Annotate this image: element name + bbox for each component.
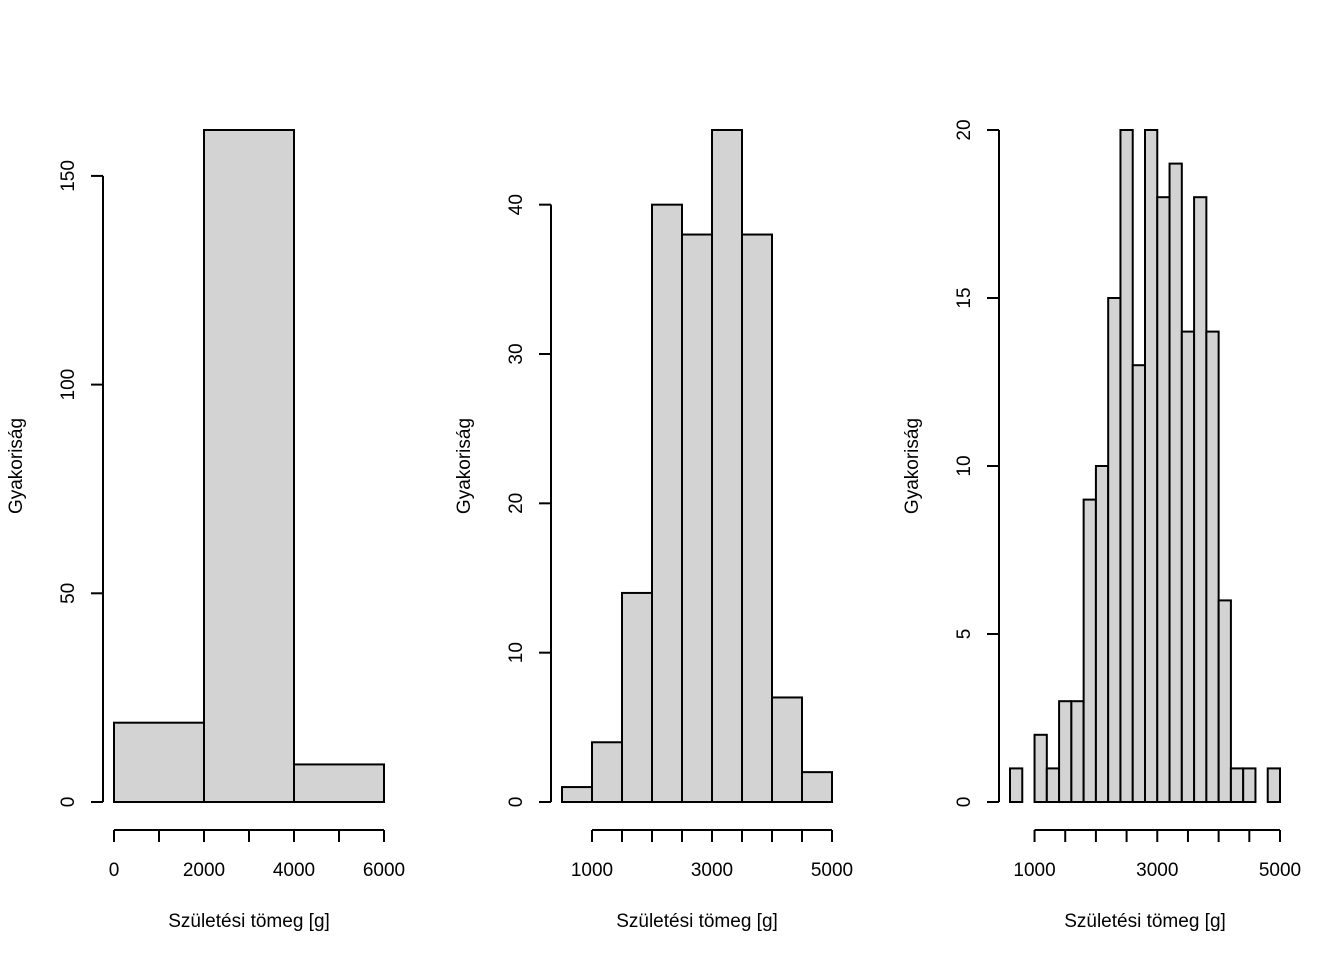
histogram-bar	[1107, 297, 1122, 803]
histogram-bar	[771, 696, 803, 804]
y-tick-label: 10	[506, 642, 527, 663]
y-tick-label: 10	[954, 455, 975, 476]
x-axis-label: Születési tömeg [g]	[616, 911, 778, 932]
histogram-panel-2: 0 10 20 30 40 1000 3000 5000 Születési tömeg [g]…	[454, 129, 853, 932]
y-tick-label: 40	[506, 194, 527, 215]
y-tick-label: 0	[506, 797, 527, 808]
x-tick-label: 1000	[571, 860, 613, 881]
histogram-panel-3: 0 5 10 15 20 1000 3000 5000 Születési tömeg [g] G…	[902, 119, 1301, 932]
histogram-bar	[113, 721, 205, 804]
histogram-bar	[1193, 196, 1208, 803]
histogram-bar	[1033, 733, 1048, 803]
x-tick-label: 5000	[1259, 860, 1301, 881]
histogram-bar	[741, 233, 773, 804]
histogram-bar	[1082, 498, 1097, 803]
x-tick-label: 6000	[363, 860, 405, 881]
histogram-bar	[1156, 196, 1171, 803]
histogram-panel-1: 0 50 100 150 0 2000 4000 6000 Születési tömeg [g…	[6, 129, 405, 932]
x-tick-label: 0	[109, 860, 120, 881]
y-tick-label: 30	[506, 343, 527, 364]
histogram-bar	[681, 233, 713, 804]
y-axis-label: Gyakoriság	[454, 418, 475, 514]
x-tick-label: 1000	[1013, 860, 1055, 881]
y-axis-label: Gyakoriság	[902, 418, 923, 514]
y-tick-label: 0	[954, 797, 975, 808]
histogram-bar	[591, 741, 623, 803]
histogram-bar	[1180, 330, 1196, 803]
histogram-bar	[711, 129, 743, 803]
y-tick-label: 5	[954, 629, 975, 640]
y-tick-label: 100	[58, 369, 79, 401]
x-tick-label: 2000	[183, 860, 225, 881]
y-tick-label: 20	[506, 493, 527, 514]
histogram-bar	[1058, 700, 1073, 804]
histogram-bar	[1131, 364, 1147, 803]
histogram-bar	[621, 591, 653, 804]
histogram-bar	[1119, 129, 1134, 803]
histogram-bar	[1009, 767, 1024, 804]
y-axis-label: Gyakoriság	[6, 418, 27, 514]
histogram-bar	[1168, 162, 1183, 804]
x-axis-label: Születési tömeg [g]	[1064, 911, 1226, 932]
histogram-bar	[203, 129, 295, 803]
histogram-bar	[1045, 767, 1061, 804]
x-tick-label: 4000	[273, 860, 315, 881]
histogram-bar	[1094, 465, 1110, 803]
histogram-bar	[1266, 767, 1282, 804]
x-axis-label: Születési tömeg [g]	[168, 911, 330, 932]
histogram-bar	[561, 786, 593, 803]
x-tick-label: 5000	[811, 860, 853, 881]
histogram-bar	[1070, 700, 1085, 804]
histogram-bar	[651, 203, 683, 803]
histogram-bar	[1229, 767, 1245, 804]
y-tick-label: 0	[58, 797, 79, 808]
y-tick-label: 50	[58, 583, 79, 604]
y-tick-label: 20	[954, 119, 975, 140]
x-tick-label: 3000	[691, 860, 733, 881]
histogram-bar	[1144, 129, 1159, 803]
histogram-bar	[1205, 330, 1220, 803]
histogram-bar	[1217, 599, 1232, 804]
histogram-bar	[293, 763, 385, 803]
histogram-bar	[1242, 767, 1257, 804]
x-tick-label: 3000	[1136, 860, 1178, 881]
histogram-bar	[801, 771, 833, 804]
y-tick-label: 150	[58, 160, 79, 192]
y-tick-label: 15	[954, 287, 975, 308]
